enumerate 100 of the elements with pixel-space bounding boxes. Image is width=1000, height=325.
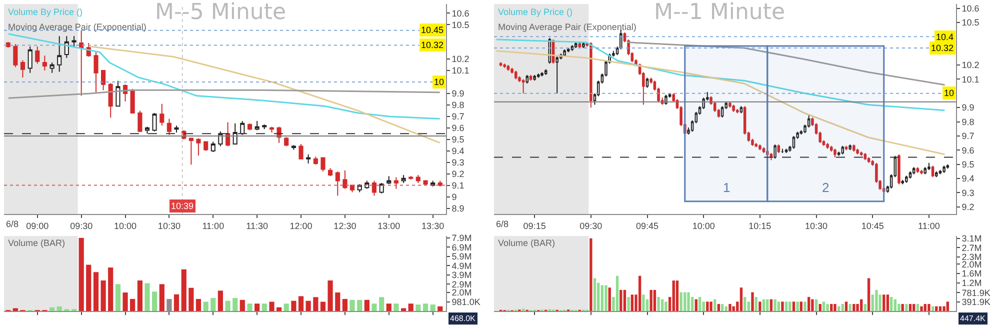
bar [196, 298, 202, 311]
bar [284, 304, 289, 311]
candlestick [152, 112, 157, 132]
candlestick [905, 175, 908, 184]
candlestick [728, 101, 732, 108]
x-tick-label: 12:30 [334, 220, 356, 231]
x-tick-label: 09:45 [636, 220, 659, 231]
bar [714, 299, 716, 311]
bar [792, 302, 796, 311]
bar [86, 264, 92, 311]
x-tick-label: 11:00 [202, 220, 224, 231]
y-tick-label: 9.8 [452, 100, 464, 110]
bar [657, 296, 660, 311]
bar [848, 304, 852, 311]
bar [908, 304, 912, 311]
bar [834, 304, 836, 311]
candlestick [762, 146, 766, 154]
bar [152, 292, 158, 311]
candlestick [736, 108, 739, 114]
bar [743, 296, 746, 311]
y-tick-label: 9.3 [962, 188, 974, 198]
bar [894, 299, 896, 311]
bar [364, 300, 370, 311]
y-tick-label: 981.0K [452, 297, 480, 308]
candlestick [499, 62, 502, 67]
bar [664, 302, 668, 311]
candlestick [544, 68, 548, 76]
candlestick [664, 94, 668, 106]
y-tick-label: 9.5 [962, 159, 974, 170]
candlestick [320, 157, 326, 172]
candlestick [284, 136, 289, 147]
bar [144, 283, 150, 311]
bar [247, 304, 252, 311]
candlestick [313, 156, 318, 166]
bar [924, 304, 926, 311]
bar [694, 299, 698, 311]
bar [901, 304, 904, 311]
bar [650, 290, 652, 311]
candlestick [777, 144, 780, 154]
candlestick [916, 166, 920, 174]
bar [379, 297, 384, 311]
candlestick [116, 80, 120, 107]
x-tick-label: 12:00 [290, 220, 312, 231]
bar [653, 290, 656, 311]
candlestick [306, 154, 311, 164]
bar [137, 280, 142, 311]
x-tick-label: 09:30 [70, 220, 93, 231]
bar [724, 306, 728, 311]
y-tick-label: 2.7M [962, 242, 982, 253]
bar [687, 292, 690, 311]
candlestick [174, 125, 179, 134]
y-tick-label: 781.9K [962, 288, 990, 298]
bar [898, 304, 900, 311]
bar [822, 302, 826, 311]
candlestick [20, 60, 25, 78]
x-tick-label: 11:00 [918, 220, 940, 231]
candlestick [364, 180, 370, 190]
y-tick-label: 9 [452, 192, 457, 202]
y-tick-label: 9.3 [452, 158, 464, 168]
candlestick [931, 165, 934, 178]
y-tick-label: 2.9M [452, 279, 472, 290]
candlestick [269, 126, 274, 134]
candlestick [566, 47, 570, 53]
x-tick-label: 10:45 [861, 220, 884, 231]
bar [864, 304, 867, 311]
candlestick [908, 170, 912, 180]
bar [935, 306, 938, 311]
x-tick-label: 09:15 [523, 220, 546, 231]
x-axis-title: 6/8 [6, 219, 19, 229]
annotation: Volume By Price () [498, 7, 573, 17]
bar [232, 298, 238, 311]
bar [852, 304, 856, 311]
bar [860, 299, 863, 311]
band-label: 1 [723, 180, 730, 195]
y-tick-label: 9.7 [962, 131, 974, 142]
bar [762, 299, 766, 311]
candlestick [423, 180, 428, 186]
candlestick [826, 142, 829, 150]
y-tick-label: 9.1 [452, 180, 464, 190]
bar [181, 269, 186, 311]
candlestick [35, 46, 40, 64]
y-tick-label: 2.0M [452, 288, 472, 298]
bar [818, 304, 822, 311]
candlestick [328, 168, 333, 177]
bar [796, 302, 799, 311]
candlestick [740, 106, 743, 114]
candlestick [42, 55, 47, 72]
bar [751, 292, 754, 311]
bar [690, 296, 694, 311]
bar [916, 304, 920, 311]
bar [642, 294, 645, 311]
bar [93, 272, 99, 311]
bar [808, 296, 810, 311]
candlestick [101, 70, 106, 91]
candlestick [138, 110, 142, 132]
candlestick [912, 166, 916, 175]
candlestick [94, 52, 98, 93]
candlestick [204, 141, 208, 152]
bar [122, 292, 128, 311]
candlestick [774, 144, 776, 160]
